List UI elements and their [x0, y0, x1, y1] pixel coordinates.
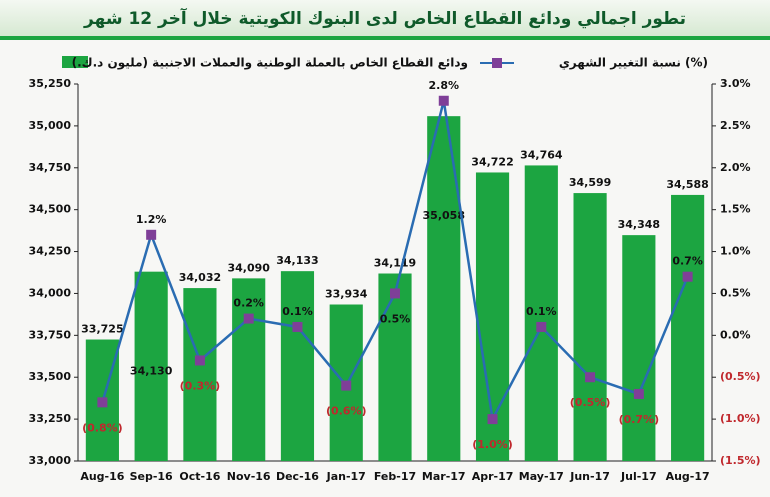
- y-tick-label: 33,750: [29, 328, 72, 341]
- line-marker: [292, 321, 303, 332]
- line-marker: [438, 95, 449, 106]
- bar-value-label: 34,764: [520, 148, 563, 161]
- title-stripe: [0, 36, 770, 40]
- bar: [232, 278, 266, 461]
- line-marker: [243, 313, 254, 324]
- line-value-label: (0.6%): [326, 405, 367, 418]
- x-tick-label: Nov-16: [227, 470, 271, 483]
- line-marker: [97, 397, 108, 408]
- bar-value-label: 34,348: [618, 218, 660, 231]
- x-tick-label: Apr-17: [472, 470, 514, 483]
- line-marker: [682, 271, 693, 282]
- bar-value-label: 34,722: [471, 155, 513, 168]
- x-tick-label: Dec-16: [276, 470, 319, 483]
- legend-swatch: [62, 56, 88, 68]
- bar: [427, 116, 461, 462]
- bar-value-label: 34,032: [179, 271, 221, 284]
- y2-tick-label: (1.0%): [720, 412, 761, 425]
- y-tick-label: 35,000: [29, 119, 72, 132]
- y2-tick-label: 2.0%: [720, 161, 751, 174]
- bar: [671, 194, 705, 461]
- bar-value-label: 33,725: [81, 323, 123, 336]
- bar-value-label: 34,133: [276, 254, 318, 267]
- x-tick-label: Aug-16: [80, 470, 124, 483]
- legend-marker: [492, 58, 502, 68]
- y2-tick-label: 2.5%: [720, 119, 751, 132]
- legend: ودائع القطاع الخاص بالعملة الوطنية والعم…: [62, 56, 708, 71]
- line-value-label: (0.3%): [180, 379, 221, 392]
- line-marker: [487, 414, 498, 425]
- bar-value-label: 34,588: [666, 178, 708, 191]
- x-tick-label: Mar-17: [422, 470, 466, 483]
- y-tick-label: 34,750: [29, 161, 72, 174]
- y2-tick-label: (1.5%): [720, 454, 761, 467]
- y-tick-label: 33,500: [29, 370, 72, 383]
- line-marker: [633, 388, 644, 399]
- chart-title: تطور اجمالي ودائع القطاع الخاص لدى البنو…: [83, 7, 686, 29]
- x-tick-label: Oct-16: [179, 470, 220, 483]
- bar: [524, 165, 558, 461]
- legend-label: نسبة التغيير الشهري (%): [559, 56, 708, 70]
- line-value-label: (1.0%): [472, 438, 513, 451]
- y2-tick-label: (0.5%): [720, 370, 761, 383]
- line-value-label: 0.1%: [526, 305, 557, 318]
- y2-tick-label: 0.0%: [720, 328, 751, 341]
- line-value-label: 0.1%: [282, 305, 313, 318]
- y-tick-label: 33,000: [29, 454, 72, 467]
- title-band: [0, 0, 770, 36]
- y2-tick-label: 1.5%: [720, 203, 751, 216]
- x-tick-label: Feb-17: [374, 470, 416, 483]
- x-tick-label: May-17: [519, 470, 564, 483]
- y2-tick-label: 1.0%: [720, 245, 751, 258]
- line-value-label: (0.7%): [619, 413, 660, 426]
- line-marker: [341, 380, 352, 391]
- x-tick-label: Jul-17: [620, 470, 657, 483]
- line-value-label: (0.8%): [82, 421, 123, 434]
- line-marker: [585, 372, 596, 383]
- bar-value-label: 33,934: [325, 288, 368, 301]
- line-marker: [536, 321, 547, 332]
- y-tick-label: 34,250: [29, 245, 72, 258]
- bar-value-label: 35,058: [423, 209, 465, 222]
- bar-value-label: 34,599: [569, 176, 611, 189]
- bar-value-label: 34,090: [227, 261, 270, 274]
- y-tick-label: 33,250: [29, 412, 72, 425]
- bar: [134, 271, 168, 461]
- y-tick-label: 35,250: [29, 77, 72, 90]
- line-marker: [194, 355, 205, 366]
- x-tick-label: Jan-17: [326, 470, 366, 483]
- y2-tick-label: 0.5%: [720, 286, 751, 299]
- x-tick-label: Jun-17: [569, 470, 610, 483]
- line-value-label: 0.2%: [233, 297, 264, 310]
- x-tick-label: Sep-16: [130, 470, 173, 483]
- bar: [573, 193, 607, 461]
- line-value-label: 0.5%: [380, 312, 411, 325]
- bar-value-label: 34,130: [130, 365, 173, 378]
- bar: [622, 235, 656, 461]
- legend-label: ودائع القطاع الخاص بالعملة الوطنية والعم…: [72, 56, 468, 71]
- line-value-label: 2.8%: [429, 79, 460, 92]
- line-value-label: 1.2%: [136, 213, 167, 226]
- bar-value-label: 34,119: [374, 257, 416, 270]
- bar: [183, 288, 217, 461]
- line-marker: [390, 288, 400, 299]
- line-value-label: 0.7%: [672, 255, 703, 268]
- y2-tick-label: 3.0%: [720, 77, 751, 90]
- y-tick-label: 34,000: [29, 286, 72, 299]
- x-tick-label: Aug-17: [666, 470, 710, 483]
- line-value-label: (0.5%): [570, 396, 611, 409]
- line-marker: [146, 229, 157, 240]
- bar: [280, 271, 315, 461]
- y-tick-label: 34,500: [29, 203, 72, 216]
- bar: [378, 273, 412, 461]
